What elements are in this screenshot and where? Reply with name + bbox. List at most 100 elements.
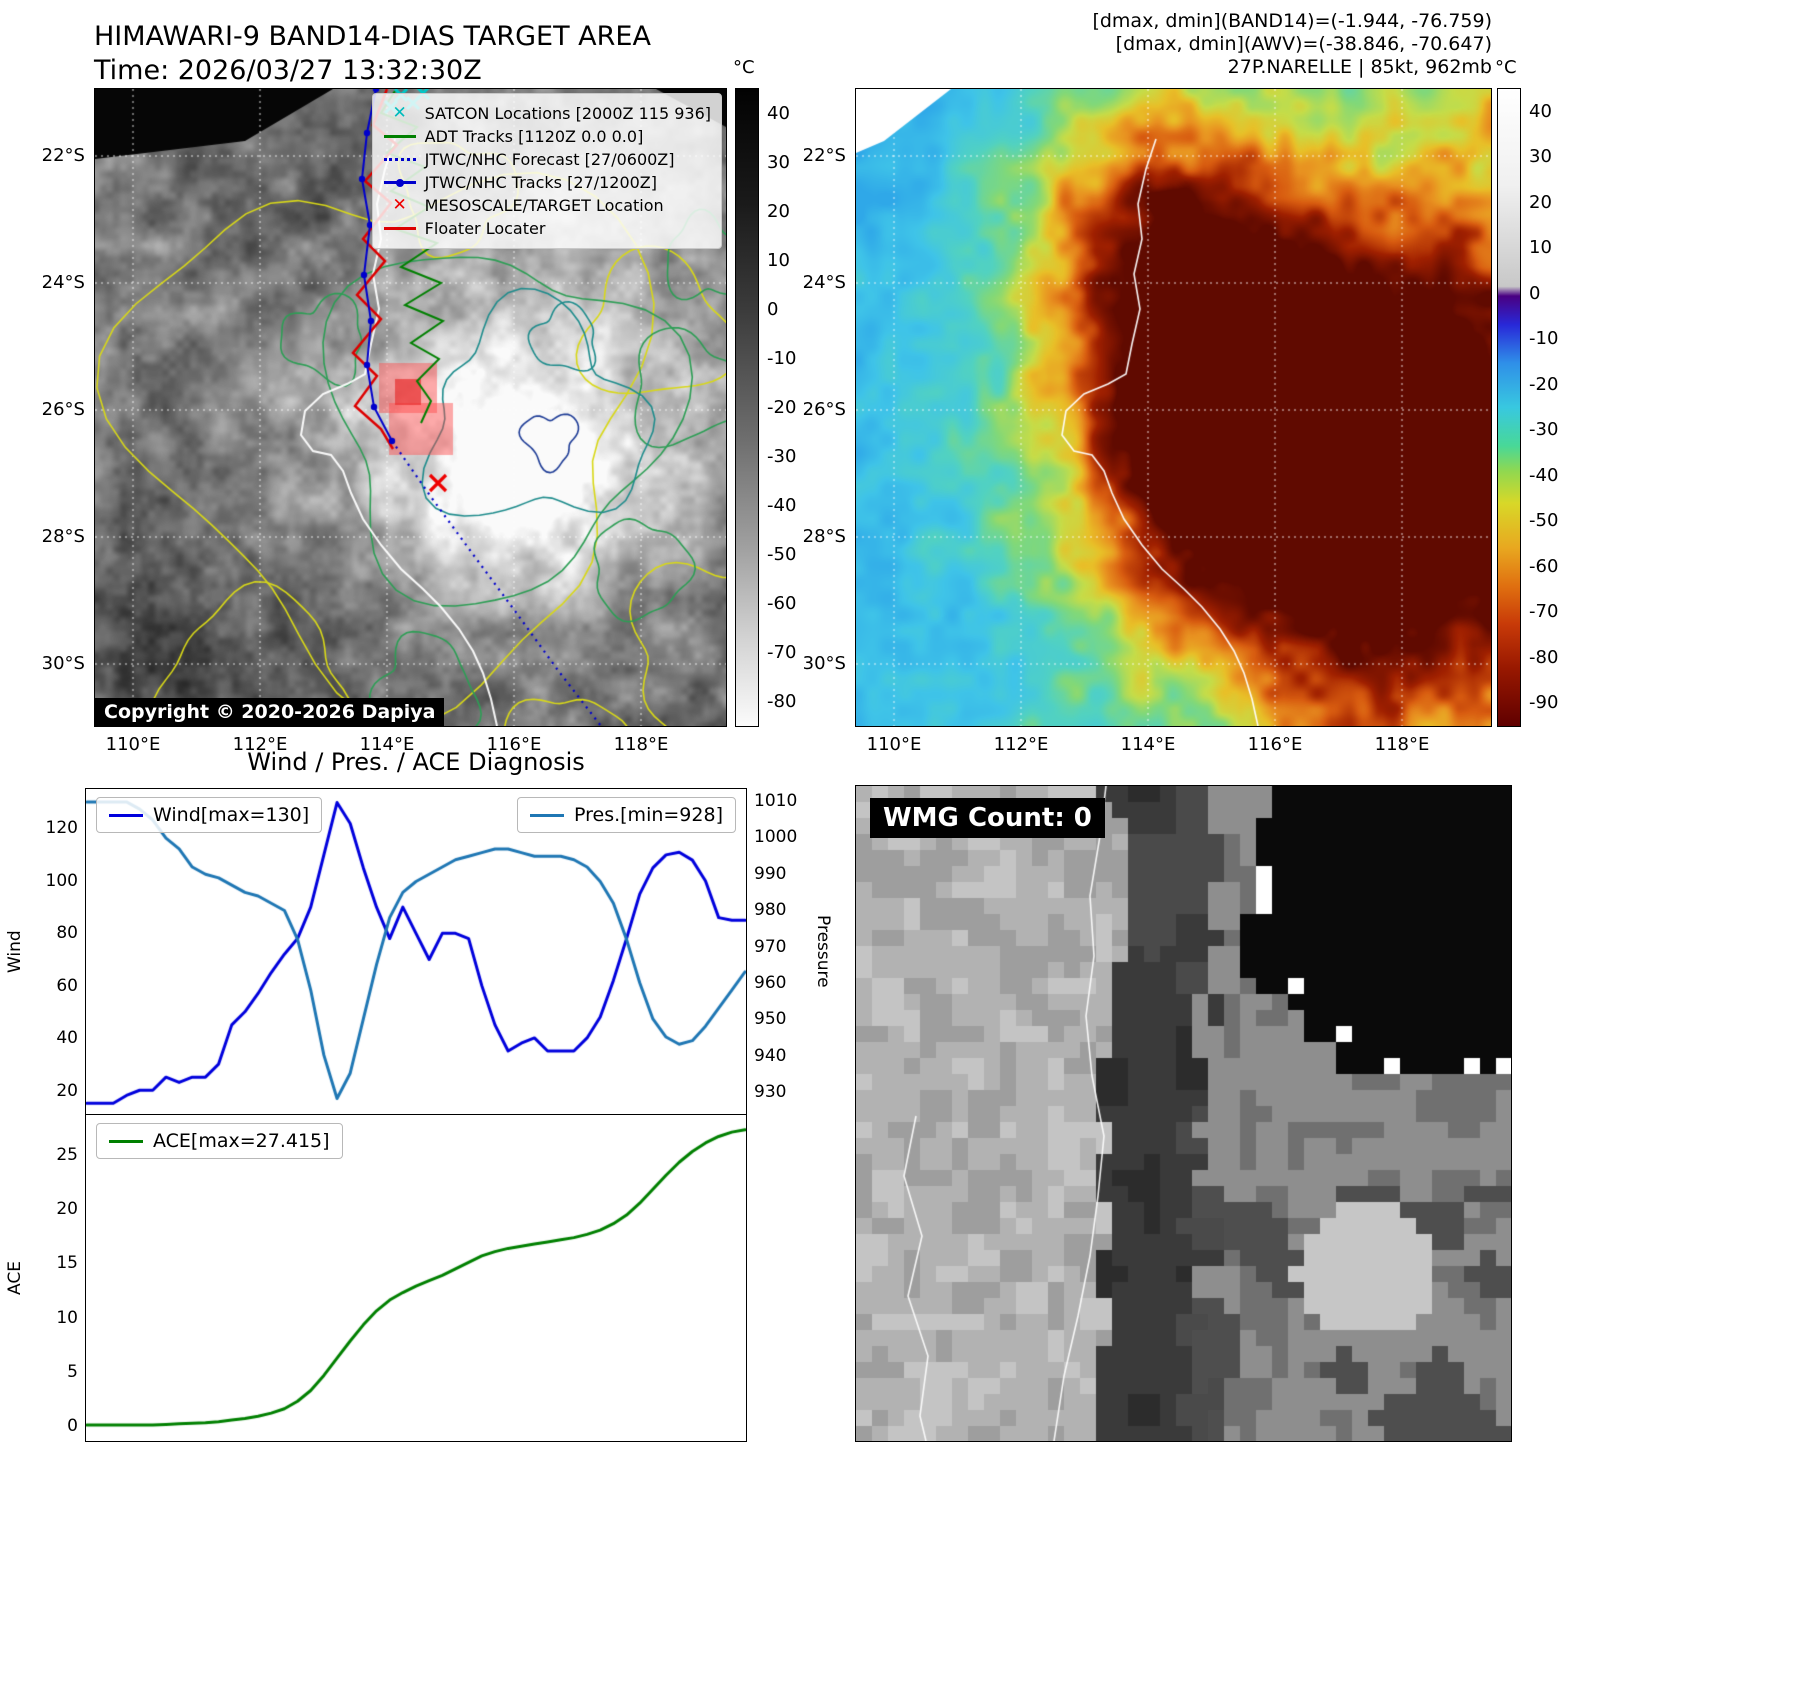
legend-item: ✕ SATCON Locations [2000Z 115 936] bbox=[383, 102, 711, 125]
longitude-tick-label: 110°E bbox=[866, 734, 922, 755]
wind-ytick-label: 100 bbox=[45, 870, 78, 891]
colorbar-tick-label: 40 bbox=[767, 102, 790, 124]
pressure-ytick-label: 960 bbox=[754, 972, 787, 993]
colorbar-tick-label: -40 bbox=[1529, 464, 1559, 486]
pressure-ytick-label: 990 bbox=[754, 863, 787, 884]
longitude-tick-label: 114°E bbox=[1120, 734, 1176, 755]
colorbar-tick-label: 0 bbox=[1529, 282, 1541, 304]
band14-map-legend: ✕ SATCON Locations [2000Z 115 936] ADT Tra… bbox=[371, 93, 722, 249]
longitude-tick-label: 118°E bbox=[613, 734, 669, 755]
latitude-tick-label: 30°S bbox=[41, 653, 85, 674]
pressure-ytick-label: 1000 bbox=[754, 827, 798, 848]
pressure-ytick-label: 950 bbox=[754, 1009, 787, 1030]
wmg-mosaic-image bbox=[856, 786, 1511, 1441]
colorbar-tick-label: 20 bbox=[1529, 191, 1552, 213]
awv-map-panel: 22°S 24°S 26°S 28°S 30°S 110°E 112°E 114°E 116°E… bbox=[803, 88, 1492, 755]
dmax-dmin-band14: [dmax, dmin](BAND14)=(-1.944, -76.759) bbox=[1092, 10, 1492, 32]
colorbar-tick-label: 20 bbox=[767, 200, 790, 222]
latitude-tick-label: 30°S bbox=[802, 653, 846, 674]
band14-title: HIMAWARI-9 BAND14-DIAS TARGET AREA bbox=[94, 21, 651, 52]
wind-ytick-label: 80 bbox=[56, 923, 78, 944]
pressure-axis-label: Pressure bbox=[813, 915, 833, 988]
legend-item: JTWC/NHC Forecast [27/0600Z] bbox=[383, 148, 711, 171]
legend-item: JTWC/NHC Tracks [27/1200Z] bbox=[383, 171, 711, 194]
longitude-tick-label: 118°E bbox=[1374, 734, 1430, 755]
pressure-ytick-label: 1010 bbox=[754, 791, 798, 811]
colorbar-tick-label: -50 bbox=[767, 543, 797, 565]
dmax-dmin-awv: [dmax, dmin](AWV)=(-38.846, -70.647) bbox=[1115, 33, 1492, 55]
colorbar-tick-label: -70 bbox=[1529, 601, 1559, 623]
wind-legend: Wind[max=130] bbox=[96, 797, 323, 833]
wind-axis-label: Wind bbox=[5, 930, 25, 973]
ace-ytick-label: 25 bbox=[56, 1145, 78, 1166]
forecast-dotted-line-icon bbox=[383, 158, 417, 161]
legend-item: ADT Tracks [1120Z 0.0 0.0] bbox=[383, 125, 711, 148]
latitude-tick-label: 24°S bbox=[41, 272, 85, 293]
colorbar-tick-label: 10 bbox=[767, 249, 790, 271]
diagnosis-title: Wind / Pres. / ACE Diagnosis bbox=[247, 748, 585, 776]
satcon-x-icon: ✕ bbox=[392, 103, 407, 123]
adt-track-line-icon bbox=[383, 135, 417, 138]
colorbar-tick-label: -50 bbox=[1529, 510, 1559, 532]
wind-pressure-plot-area bbox=[86, 789, 746, 1114]
pressure-legend-label: Pres.[min=928] bbox=[574, 804, 723, 826]
colorbar-tick-label: -70 bbox=[767, 641, 797, 663]
pressure-ytick-label: 940 bbox=[754, 1045, 787, 1066]
band14-colorbar-gradient bbox=[736, 89, 758, 726]
ace-legend-label: ACE[max=27.415] bbox=[153, 1130, 330, 1152]
wind-ytick-label: 40 bbox=[56, 1028, 78, 1049]
colorbar-tick-label: 40 bbox=[1529, 100, 1552, 122]
longitude-tick-label: 116°E bbox=[486, 734, 542, 755]
ace-plot-area bbox=[86, 1115, 746, 1441]
legend-item: Floater Locater bbox=[383, 217, 711, 240]
legend-item-label: SATCON Locations [2000Z 115 936] bbox=[424, 104, 711, 123]
colorbar-tick-label: -80 bbox=[1529, 646, 1559, 668]
band14-colorbar-unit: °C bbox=[733, 57, 755, 78]
pressure-legend: Pres.[min=928] bbox=[517, 797, 736, 833]
legend-item-label: JTWC/NHC Forecast [27/0600Z] bbox=[424, 150, 675, 169]
colorbar-tick-label: -40 bbox=[767, 494, 797, 516]
colorbar-tick-label: -60 bbox=[767, 592, 797, 614]
latitude-tick-label: 24°S bbox=[802, 272, 846, 293]
colorbar-tick-label: 10 bbox=[1529, 237, 1552, 259]
ace-ytick-label: 10 bbox=[56, 1307, 78, 1328]
colorbar-tick-label: 30 bbox=[767, 151, 790, 173]
awv-satellite-image bbox=[856, 89, 1491, 726]
latitude-tick-label: 22°S bbox=[802, 145, 846, 166]
ace-chart: ACE[max=27.415] ACE 0 5 10 15 20 25 bbox=[5, 1114, 747, 1442]
latitude-tick-label: 28°S bbox=[41, 526, 85, 547]
wind-ytick-label: 120 bbox=[45, 817, 78, 838]
jtwc-track-line-icon bbox=[383, 178, 417, 187]
awv-colorbar-gradient bbox=[1498, 89, 1520, 726]
colorbar-tick-label: -90 bbox=[1529, 692, 1559, 714]
ace-ytick-label: 0 bbox=[67, 1415, 78, 1436]
colorbar-tick-label: -60 bbox=[1529, 555, 1559, 577]
legend-item-label: MESOSCALE/TARGET Location bbox=[424, 196, 664, 215]
pressure-line-icon bbox=[530, 813, 564, 817]
legend-item: ✕ MESOSCALE/TARGET Location bbox=[383, 194, 711, 217]
ace-legend: ACE[max=27.415] bbox=[96, 1123, 343, 1159]
wind-ytick-label: 60 bbox=[56, 975, 78, 996]
colorbar-tick-label: -20 bbox=[1529, 373, 1559, 395]
latitude-tick-label: 26°S bbox=[41, 399, 85, 420]
wind-ytick-label: 20 bbox=[56, 1081, 78, 1102]
latitude-tick-label: 22°S bbox=[41, 145, 85, 166]
ace-axis-label: ACE bbox=[5, 1261, 25, 1295]
longitude-tick-label: 114°E bbox=[359, 734, 415, 755]
colorbar-tick-label: -20 bbox=[767, 396, 797, 418]
storm-info-block: [dmax, dmin](BAND14)=(-1.944, -76.759) [… bbox=[855, 10, 1492, 79]
legend-item-label: ADT Tracks [1120Z 0.0 0.0] bbox=[424, 127, 644, 146]
storm-id-intensity: 27P.NARELLE | 85kt, 962mb bbox=[1227, 56, 1492, 78]
pressure-ytick-label: 930 bbox=[754, 1082, 787, 1103]
ace-ytick-label: 15 bbox=[56, 1253, 78, 1274]
colorbar-tick-label: -30 bbox=[1529, 419, 1559, 441]
copyright-label: Copyright © 2020-2026 Dapiya bbox=[95, 698, 445, 726]
longitude-tick-label: 116°E bbox=[1247, 734, 1303, 755]
wmg-panel: WMG Count: 0 bbox=[855, 785, 1512, 1442]
band14-colorbar: °C 40 30 20 10 0 -10 -20 -30 -40 -50 -60 -70 -80 bbox=[733, 57, 796, 727]
band14-map-panel: ✕ SATCON Locations [2000Z 115 936] ADT Tra… bbox=[42, 88, 727, 755]
longitude-tick-label: 112°E bbox=[993, 734, 1049, 755]
ace-ytick-label: 5 bbox=[67, 1361, 78, 1382]
wmg-count-label: WMG Count: 0 bbox=[870, 798, 1105, 838]
